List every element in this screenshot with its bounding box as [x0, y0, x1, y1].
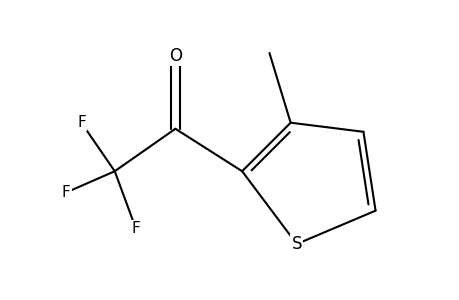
Text: F: F	[62, 185, 70, 200]
Text: O: O	[168, 47, 181, 65]
Text: S: S	[291, 235, 301, 253]
Text: F: F	[77, 115, 85, 130]
Text: F: F	[131, 221, 140, 236]
